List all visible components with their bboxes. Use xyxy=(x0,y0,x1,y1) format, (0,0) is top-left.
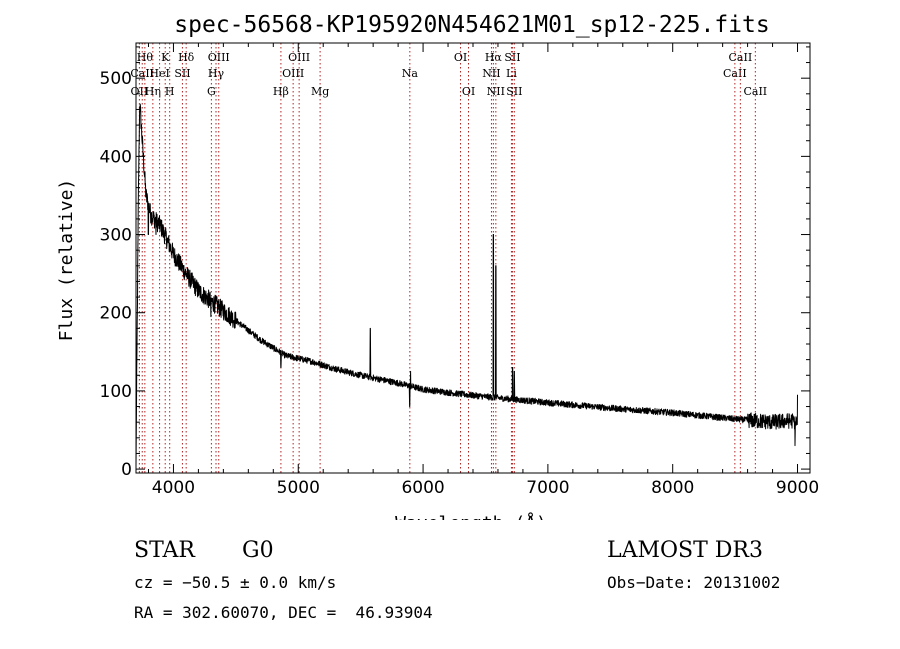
line-marker-label: K xyxy=(161,51,170,64)
spectrum-chart: spec-56568-KP195920N454621M01_sp12-225.f… xyxy=(56,12,819,520)
line-marker-label: H xyxy=(165,85,175,98)
line-marker-label: OIII xyxy=(288,51,310,64)
spectrum-line xyxy=(135,103,798,467)
x-axis-label: Wavelength (Å) xyxy=(395,512,547,520)
axis-ticks: 4000 5000 6000 7000 8000 9000 0 100 200 300 400 500 xyxy=(100,43,819,498)
spectral-subclass: G0 xyxy=(242,538,274,563)
line-marker-label: Hγ xyxy=(208,67,225,80)
line-marker-label: Hη xyxy=(145,85,161,98)
y-tick-label: 500 xyxy=(100,69,132,89)
line-marker-label: SII xyxy=(504,51,520,64)
x-tick-label: 4000 xyxy=(152,478,195,498)
line-marker-label: Hβ xyxy=(273,85,289,98)
line-marker-label: OI xyxy=(462,85,475,98)
line-marker-label: Hδ xyxy=(178,51,195,64)
x-tick-label: 8000 xyxy=(651,478,694,498)
line-marker-label: NII xyxy=(487,85,505,98)
line-marker-label: OIII xyxy=(282,67,304,80)
line-marker-label: NII xyxy=(482,67,500,80)
x-tick-label: 9000 xyxy=(776,478,819,498)
observation-date: Obs−Date: 20131002 xyxy=(607,573,781,592)
line-marker-label: CaII xyxy=(729,51,753,64)
y-tick-label: 300 xyxy=(100,226,132,246)
y-axis-label: Flux (relative) xyxy=(56,179,77,342)
line-marker-label: Mg xyxy=(311,85,329,98)
y-tick-label: 200 xyxy=(100,304,132,324)
object-class: STAR xyxy=(134,538,195,563)
line-marker-label: OII xyxy=(131,85,149,98)
line-markers: OII CaII Hθ Hη HeI K H SII Hδ G Hγ OIII Hβ OIII OIII Mg… xyxy=(130,43,767,473)
plot-frame xyxy=(135,42,811,474)
line-marker-label: OI xyxy=(454,51,467,64)
spectrum-series xyxy=(135,103,798,467)
x-tick-label: 7000 xyxy=(526,478,569,498)
y-tick-label: 400 xyxy=(100,147,132,167)
line-marker-label: CaII xyxy=(743,85,767,98)
ra-dec-coordinates: RA = 302.60070, DEC = 46.93904 xyxy=(134,603,433,622)
axes xyxy=(135,42,811,474)
line-marker-label: HeI xyxy=(149,67,169,80)
line-marker-label: Na xyxy=(402,67,419,80)
line-marker-label: Hθ xyxy=(137,51,154,64)
line-marker-label: G xyxy=(207,85,216,98)
redshift-cz: cz = −50.5 ± 0.0 km/s xyxy=(134,573,337,592)
x-tick-label: 6000 xyxy=(401,478,444,498)
y-tick-label: 0 xyxy=(121,460,132,480)
survey-name: LAMOST DR3 xyxy=(607,538,763,563)
line-marker-label: CaII xyxy=(723,67,747,80)
x-tick-label: 5000 xyxy=(277,478,320,498)
line-marker-label: SII xyxy=(506,85,522,98)
line-marker-label: OIII xyxy=(208,51,230,64)
line-marker-label: Li xyxy=(506,67,517,80)
line-marker-label: SII xyxy=(174,67,190,80)
y-tick-label: 100 xyxy=(100,382,132,402)
line-marker-label: Hα xyxy=(485,51,503,64)
chart-title: spec-56568-KP195920N454621M01_sp12-225.f… xyxy=(174,12,769,38)
